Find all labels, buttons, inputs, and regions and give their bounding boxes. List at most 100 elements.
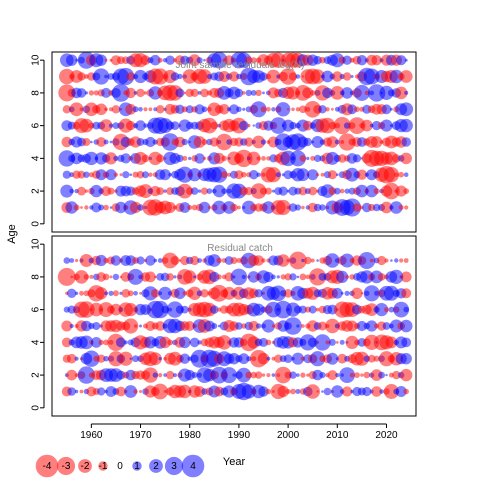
residual-bubble bbox=[230, 257, 238, 264]
residual-bubble bbox=[112, 273, 120, 281]
residual-bubble bbox=[336, 270, 349, 283]
residual-bubble bbox=[350, 75, 354, 78]
residual-bubble bbox=[284, 317, 302, 335]
residual-bubble bbox=[398, 171, 405, 178]
residual-bubble bbox=[383, 384, 399, 399]
top-y-axis: 0 2 4 6 8 10 bbox=[31, 54, 45, 227]
residual-bubble bbox=[295, 107, 301, 112]
residual-bubble bbox=[389, 69, 404, 84]
residual-bubble bbox=[255, 323, 262, 329]
residual-bubble bbox=[163, 390, 167, 393]
residual-bubble bbox=[384, 307, 389, 313]
residual-bubble bbox=[365, 303, 379, 316]
residual-bubble bbox=[304, 256, 312, 265]
residual-bubble bbox=[108, 290, 114, 296]
residual-bubble bbox=[75, 58, 78, 62]
residual-bubble bbox=[340, 291, 344, 295]
residual-bubble bbox=[242, 107, 246, 111]
residual-bubble bbox=[389, 269, 404, 284]
residual-bubble bbox=[119, 173, 123, 177]
residual-bubble bbox=[104, 152, 118, 165]
residual-bubble bbox=[241, 200, 256, 215]
residual-bubble bbox=[145, 136, 156, 148]
legend-label: 4 bbox=[190, 461, 196, 472]
residual-bubble bbox=[104, 58, 108, 62]
residual-bubble bbox=[212, 200, 227, 215]
residual-bubble bbox=[84, 189, 89, 193]
residual-bubble bbox=[61, 136, 73, 148]
residual-bubble bbox=[150, 54, 161, 66]
residual-bubble bbox=[235, 322, 243, 330]
residual-bubble bbox=[234, 88, 244, 98]
residual-bubble bbox=[256, 156, 261, 161]
residual-bubble bbox=[383, 167, 400, 183]
residual-bubble bbox=[252, 124, 255, 127]
residual-bubble bbox=[377, 255, 387, 266]
residual-bubble bbox=[364, 90, 369, 96]
residual-bubble bbox=[202, 156, 207, 160]
residual-bubble bbox=[133, 291, 138, 296]
residual-bubble bbox=[98, 339, 104, 346]
residual-bubble bbox=[403, 172, 409, 177]
residual-bubble bbox=[398, 205, 404, 210]
residual-bubble bbox=[161, 133, 179, 151]
residual-bubble bbox=[81, 320, 92, 332]
residual-bubble bbox=[337, 353, 348, 364]
residual-bubble bbox=[156, 105, 165, 114]
residual-bubble bbox=[296, 373, 300, 377]
x-tick-label: 1980 bbox=[179, 430, 202, 441]
residual-bubble bbox=[403, 258, 409, 263]
residual-bubble bbox=[265, 388, 272, 395]
residual-bubble bbox=[323, 387, 332, 396]
residual-bubble bbox=[303, 137, 312, 147]
residual-bubble bbox=[158, 357, 162, 361]
residual-bubble bbox=[261, 319, 275, 333]
residual-bubble bbox=[104, 291, 108, 296]
residual-bubble bbox=[59, 68, 75, 85]
residual-bubble bbox=[367, 354, 376, 363]
x-axis-label: Year bbox=[223, 456, 246, 468]
residual-bubble bbox=[252, 303, 265, 316]
y-tick-label: 10 bbox=[31, 54, 42, 66]
residual-bubble bbox=[325, 151, 339, 165]
residual-bubble bbox=[403, 306, 410, 313]
x-axis: 1960 1970 1980 1990 2000 2010 2020 bbox=[80, 423, 398, 441]
residual-bubble bbox=[116, 386, 126, 397]
residual-bubble bbox=[116, 370, 126, 380]
residual-bubble bbox=[66, 54, 78, 66]
y-tick-label: 0 bbox=[31, 221, 42, 227]
residual-bubble bbox=[212, 184, 226, 198]
residual-bubble bbox=[83, 274, 90, 280]
residual-bubble bbox=[84, 91, 88, 95]
residual-bubble bbox=[255, 89, 262, 97]
residual-bubble bbox=[382, 322, 391, 330]
y-tick-label: 2 bbox=[31, 372, 42, 378]
residual-bubble bbox=[136, 88, 145, 98]
residual-bubble bbox=[129, 201, 142, 214]
residual-bubble bbox=[185, 105, 194, 114]
residual-bubble bbox=[236, 52, 252, 68]
residual-bubble bbox=[125, 87, 136, 99]
residual-bubble bbox=[310, 155, 316, 161]
residual-bubble bbox=[139, 291, 142, 295]
residual-bubble bbox=[193, 136, 206, 148]
residual-bubble bbox=[92, 322, 101, 330]
residual-bubble bbox=[394, 86, 408, 100]
residual-bubble bbox=[109, 206, 113, 209]
residual-bubble bbox=[401, 137, 412, 147]
residual-bubble bbox=[73, 204, 80, 211]
residual-bubble bbox=[79, 254, 93, 267]
residual-bubble bbox=[241, 384, 256, 399]
residual-bubble bbox=[399, 258, 404, 263]
residual-bubble bbox=[285, 389, 291, 394]
residual-bubble bbox=[358, 252, 376, 269]
residual-bubble bbox=[274, 366, 292, 384]
residual-bubble bbox=[265, 167, 281, 183]
residual-bubble bbox=[84, 151, 99, 166]
residual-bubble bbox=[327, 170, 337, 180]
residual-bubble bbox=[289, 371, 297, 379]
residual-bubble bbox=[165, 55, 175, 65]
residual-bubble bbox=[156, 154, 165, 163]
residual-bubble bbox=[335, 373, 340, 378]
residual-bubble bbox=[210, 121, 219, 130]
